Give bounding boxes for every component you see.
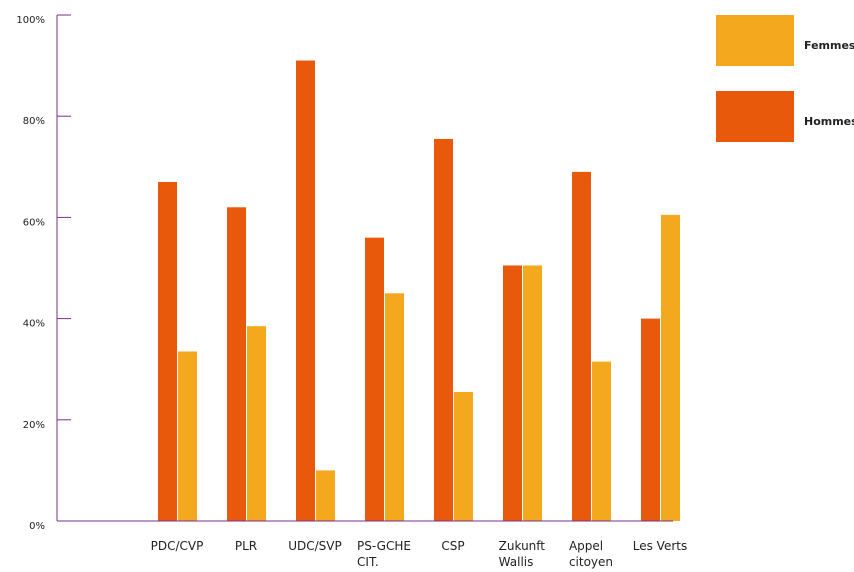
y-tick-label-5: 100% [16,15,45,26]
x-category-label-4-0: CSP [441,539,464,553]
x-category-label-3-1: CIT. [357,555,379,569]
x-category-label-5-1: Wallis [499,555,534,569]
y-axis-ticks: 0% 20% 40% 60% 80% 100% [16,14,71,532]
bar-femmes-1 [247,326,266,521]
bar-femmes-4 [454,391,473,521]
legend-label-hommes: Hommes [804,115,854,128]
bars-group [158,60,680,522]
x-axis-labels: PDC/CVP PLR UDC/SVP PS-GCHE CIT. CSP Zukunft Wa… [151,539,688,569]
y-tick-label-1: 20% [23,420,45,431]
bar-hommes-1 [227,207,246,521]
bar-hommes-2 [296,60,315,521]
axes-group [56,15,673,522]
bar-femmes-6 [592,361,611,521]
x-category-label-7-0: Les Verts [633,539,687,553]
y-tick-label-3: 60% [23,217,45,228]
bar-femmes-0 [178,351,197,521]
bar-femmes-3 [385,293,404,521]
bar-femmes-5 [523,265,542,521]
bar-hommes-7 [641,318,660,521]
bar-hommes-6 [572,171,591,522]
bar-hommes-0 [158,181,177,522]
y-tick-label-4: 80% [23,116,45,127]
bar-hommes-5 [503,265,522,521]
legend-swatch-hommes [716,91,794,142]
bar-hommes-3 [365,237,384,521]
x-category-label-2-0: UDC/SVP [288,539,342,553]
x-category-label-0-0: PDC/CVP [151,539,204,553]
legend: Femmes Hommes [716,15,854,142]
x-category-label-6-1: citoyen [569,555,613,569]
x-category-label-1-0: PLR [235,539,257,553]
legend-swatch-femmes [716,15,794,66]
bar-hommes-4 [434,138,453,521]
y-tick-label-2: 40% [23,319,45,330]
x-category-label-6-0: Appel [569,539,603,553]
bar-femmes-2 [316,470,335,521]
x-category-label-3-0: PS-GCHE [357,539,411,553]
legend-label-femmes: Femmes [804,39,854,52]
y-tick-label-0: 0% [29,521,45,532]
bar-femmes-7 [661,214,680,521]
x-category-label-5-0: Zukunft [499,539,546,553]
